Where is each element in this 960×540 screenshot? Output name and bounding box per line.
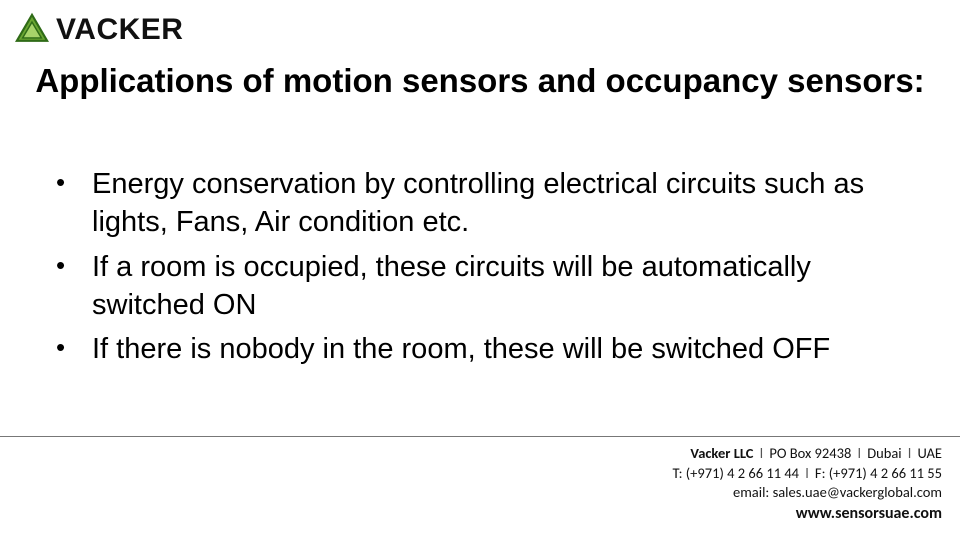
footer-address-line: Vacker LLC l PO Box 92438 l Dubai l UAE xyxy=(673,444,943,464)
footer-tel-label: T: xyxy=(673,464,683,482)
footer-email-line: email: sales.uae@vackerglobal.com xyxy=(673,483,943,503)
footer-fax: (+971) 4 2 66 11 55 xyxy=(829,464,942,482)
footer-sep: l xyxy=(802,464,811,482)
footer-divider xyxy=(0,436,960,437)
footer-tel: (+971) 4 2 66 11 44 xyxy=(686,464,799,482)
vacker-triangle-icon xyxy=(14,12,50,48)
list-item: If there is nobody in the room, these wi… xyxy=(48,330,918,368)
footer: Vacker LLC l PO Box 92438 l Dubai l UAE … xyxy=(673,444,943,524)
slide: VACKER Applications of motion sensors an… xyxy=(0,0,960,540)
footer-sep: l xyxy=(905,444,914,462)
footer-po: PO Box 92438 xyxy=(769,444,851,462)
footer-email-label: email: xyxy=(733,483,769,501)
list-item: Energy conservation by controlling elect… xyxy=(48,165,918,242)
footer-fax-label: F: xyxy=(815,464,826,482)
footer-sep: l xyxy=(757,444,766,462)
footer-country: UAE xyxy=(918,444,942,462)
footer-website: www.sensorsuae.com xyxy=(673,503,943,525)
logo: VACKER xyxy=(14,12,183,48)
list-item: If a room is occupied, these circuits wi… xyxy=(48,248,918,325)
slide-title: Applications of motion sensors and occup… xyxy=(0,60,960,101)
footer-sep: l xyxy=(855,444,864,462)
footer-phone-line: T: (+971) 4 2 66 11 44 l F: (+971) 4 2 6… xyxy=(673,464,943,484)
bullet-list: Energy conservation by controlling elect… xyxy=(48,165,918,374)
logo-text: VACKER xyxy=(56,13,183,47)
footer-company: Vacker LLC xyxy=(690,444,753,462)
footer-city: Dubai xyxy=(867,444,901,462)
footer-email: sales.uae@vackerglobal.com xyxy=(773,483,942,501)
